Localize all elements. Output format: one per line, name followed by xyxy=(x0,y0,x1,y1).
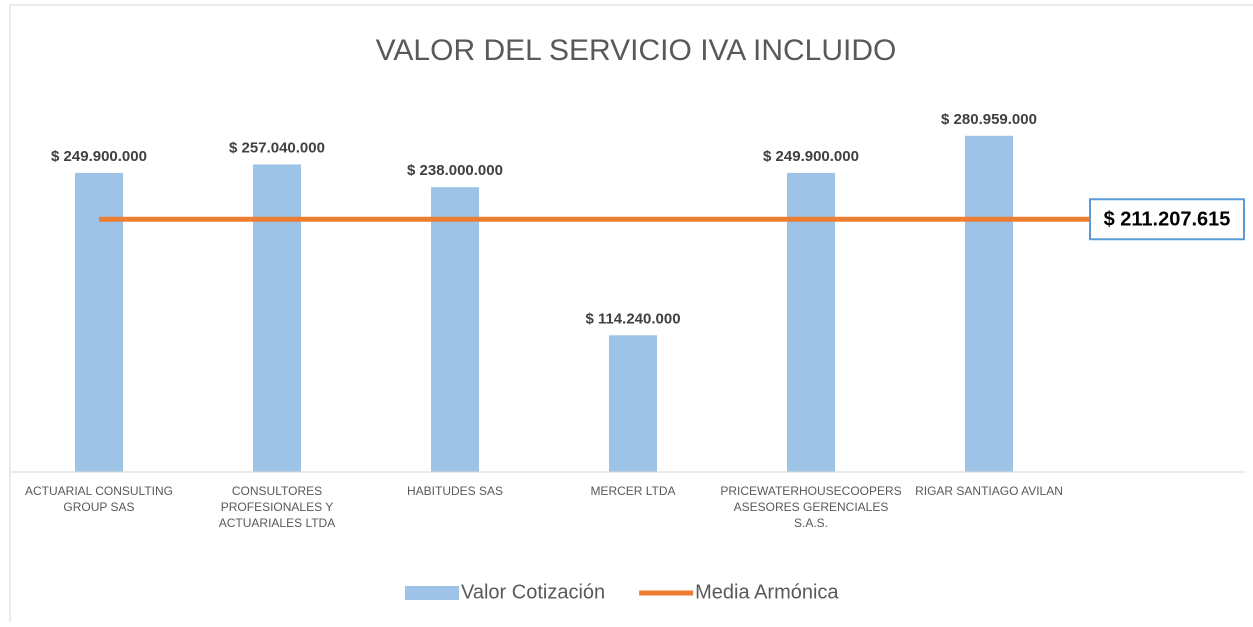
legend-swatch xyxy=(405,586,459,600)
legend-label: Media Armónica xyxy=(695,581,839,603)
x-tick-label: CONSULTORES PROFESIONALES Y ACTUARIALES LT… xyxy=(219,484,335,530)
data-label: $ 280.959.000 xyxy=(941,111,1037,128)
data-label: $ 211.207.615 xyxy=(1104,209,1231,231)
data-label: $ 249.900.000 xyxy=(51,148,147,165)
data-label-box xyxy=(1089,198,1245,241)
bar xyxy=(787,172,835,472)
x-tick-label: HABITUDES SAS xyxy=(407,484,503,498)
data-label: $ 238.000.000 xyxy=(407,162,503,179)
bar xyxy=(75,172,123,472)
chart-title: VALOR DEL SERVICIO IVA INCLUIDO xyxy=(376,34,897,67)
bar xyxy=(609,335,657,472)
data-label: $ 249.900.000 xyxy=(763,148,859,165)
data-label: $ 257.040.000 xyxy=(229,139,325,156)
legend-label: Valor Cotización xyxy=(461,581,605,603)
x-tick-label: MERCER LTDA xyxy=(590,484,675,498)
x-tick-label: RIGAR SANTIAGO AVILAN xyxy=(915,484,1063,498)
x-tick-label: ACTUARIAL CONSULTING GROUP SAS xyxy=(25,484,173,514)
bar xyxy=(253,164,301,472)
bar xyxy=(431,187,479,472)
data-label: $ 114.240.000 xyxy=(585,310,680,327)
bar xyxy=(965,135,1013,472)
x-tick-label: PRICEWATERHOUSECOOPERS ASESORES GERENCIAL… xyxy=(720,484,901,530)
